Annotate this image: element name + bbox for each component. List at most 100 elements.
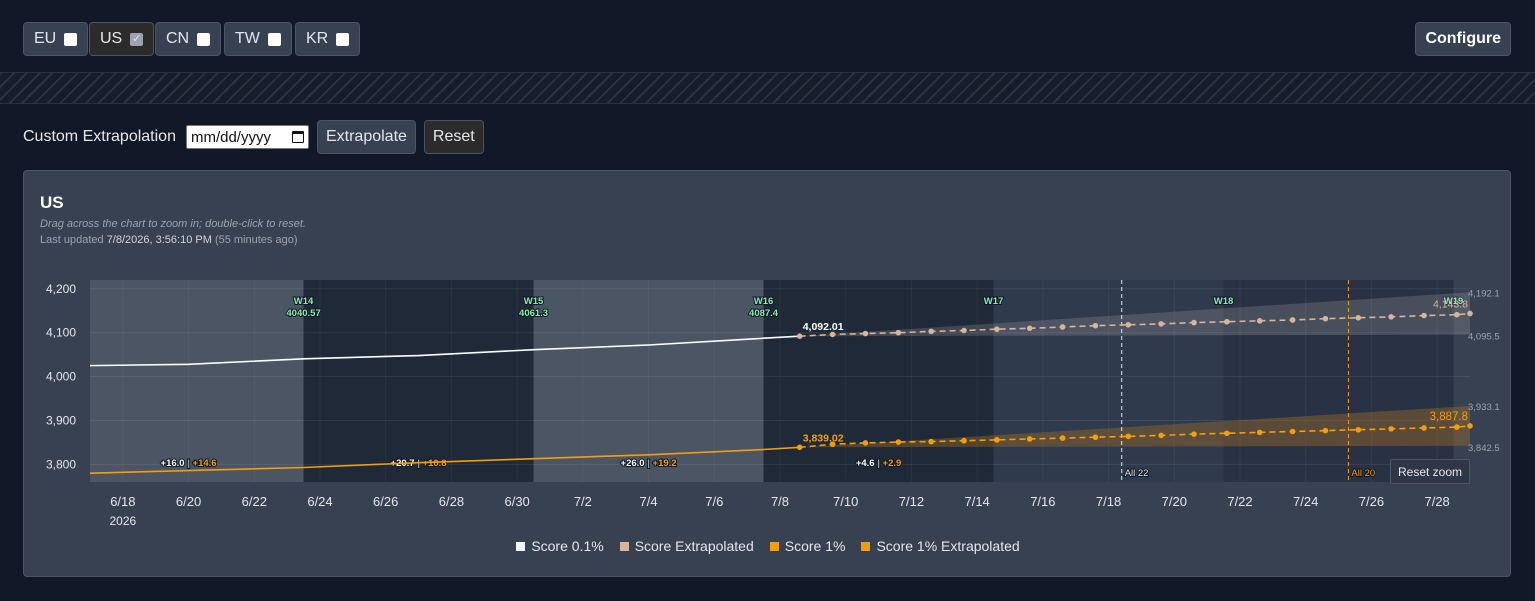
- series-point: [796, 444, 803, 451]
- week-change-label: +4.6 | +2.9: [856, 458, 901, 469]
- x-tick-label: 7/14: [964, 494, 989, 509]
- band-upper-label: 3,933.1: [1468, 402, 1500, 413]
- region-label: TW: [235, 30, 260, 47]
- region-toggle-cn[interactable]: CN: [155, 22, 222, 56]
- series-point: [928, 438, 934, 445]
- region-checkbox[interactable]: ✓: [130, 32, 144, 46]
- region-toggle-kr[interactable]: KR: [295, 22, 361, 56]
- series-point: [1388, 314, 1394, 320]
- x-tick-label: 7/10: [833, 494, 858, 509]
- series-point: [862, 330, 869, 337]
- x-tick-label: 7/2: [574, 494, 592, 509]
- series-point: [1125, 433, 1132, 440]
- region-checkbox[interactable]: [197, 32, 211, 46]
- week-band: [303, 280, 534, 482]
- region-checkbox[interactable]: [336, 32, 350, 46]
- series-point: [1026, 325, 1033, 332]
- x-tick-label: 7/4: [640, 494, 658, 509]
- series-end-label: 4,143.8: [1433, 298, 1468, 310]
- legend-swatch: [861, 541, 871, 551]
- series-point: [994, 326, 1000, 332]
- forecast-band: [799, 405, 1470, 448]
- x-tick-label: 6/30: [504, 494, 529, 509]
- y-tick-label: 4,100: [46, 326, 76, 340]
- region-toggle-tw[interactable]: TW: [224, 22, 292, 56]
- calendar-icon[interactable]: [291, 131, 304, 143]
- reset-zoom-button[interactable]: Reset zoom: [1390, 459, 1470, 484]
- x-tick-label: 6/20: [176, 494, 201, 509]
- configure-button[interactable]: Configure: [1415, 22, 1511, 56]
- legend-swatch: [516, 541, 526, 551]
- x-tick-label: 7/28: [1424, 494, 1449, 509]
- week-label: W19: [1444, 296, 1464, 307]
- updated-prefix: Last updated: [40, 234, 104, 246]
- series-line: [799, 425, 1471, 449]
- x-tick-label: 6/24: [307, 494, 332, 509]
- legend-label: Score 1% Extrapolated: [876, 538, 1020, 554]
- series-end-label: 4,092.01: [803, 321, 844, 333]
- series-point: [829, 331, 836, 338]
- reset-button[interactable]: Reset: [423, 120, 484, 154]
- legend-item-score-1-extrapolated[interactable]: Score 1% Extrapolated: [861, 538, 1020, 554]
- region-label: CN: [166, 30, 190, 47]
- series-point: [1224, 430, 1230, 437]
- week-band: [533, 280, 764, 482]
- event-marker-label: All 22: [1125, 468, 1149, 479]
- x-year-label: 2026: [110, 514, 137, 528]
- series-point: [1092, 322, 1099, 329]
- region-checkbox[interactable]: [267, 32, 281, 46]
- score-chart[interactable]: 3,800 3,900 4,000 4,100 4,200 6/18 6/20 6/22 6/2…: [24, 171, 1512, 578]
- series-point: [1355, 314, 1362, 321]
- region-toggle-eu[interactable]: EU: [23, 22, 89, 56]
- chart-panel: US Drag across the chart to zoom in; dou…: [23, 170, 1511, 577]
- series-point: [961, 327, 967, 334]
- legend-label: Score 1%: [784, 538, 846, 554]
- week-band: [1223, 280, 1454, 482]
- extrapolation-controls: Custom Extrapolation mm/dd/yyyy Extrapol…: [23, 120, 484, 154]
- week-value-label: 4087.4: [749, 308, 779, 319]
- series-point: [1454, 311, 1460, 318]
- x-tick-label: 6/26: [373, 494, 398, 509]
- region-checkbox[interactable]: [64, 32, 78, 46]
- panel-title: US: [40, 193, 64, 212]
- series-point: [1256, 429, 1263, 436]
- x-tick-label: 7/18: [1096, 494, 1121, 509]
- forecast-band: [799, 292, 1470, 337]
- striped-divider: [0, 72, 1535, 104]
- week-label: W14: [294, 296, 314, 307]
- y-tick-label: 4,200: [46, 282, 76, 296]
- series-point: [1322, 427, 1329, 434]
- series-point: [796, 333, 803, 340]
- extrapolation-date-input[interactable]: mm/dd/yyyy: [185, 125, 309, 149]
- event-marker-label: All 20: [1351, 468, 1375, 479]
- week-band: [763, 280, 994, 482]
- series-point: [1059, 324, 1066, 330]
- week-value-label: 4061.3: [519, 308, 548, 319]
- x-tick-label: 7/12: [899, 494, 924, 509]
- legend-item-score-1[interactable]: Score 1%: [769, 538, 846, 554]
- series-end-label: 3,839.02: [803, 432, 844, 444]
- region-toggle-us[interactable]: US ✓: [89, 22, 155, 56]
- region-label: KR: [306, 30, 329, 47]
- series-point: [1191, 319, 1197, 326]
- band-upper-label: 4,192.1: [1468, 288, 1500, 299]
- extrapolate-button[interactable]: Extrapolate: [316, 120, 416, 154]
- series-point: [1421, 312, 1427, 319]
- week-change-label: +26.0 | +19.2: [621, 458, 677, 469]
- date-placeholder: mm/dd/yyyy: [190, 128, 271, 146]
- x-tick-label: 7/6: [705, 494, 723, 509]
- series-point: [1224, 318, 1230, 325]
- legend-item-score-extrapolated[interactable]: Score Extrapolated: [619, 538, 754, 554]
- series-point: [1191, 431, 1197, 437]
- series-point: [1158, 321, 1164, 327]
- y-tick-label: 4,000: [46, 370, 76, 384]
- legend-item-score-01[interactable]: Score 0.1%: [516, 538, 604, 554]
- series-point: [961, 437, 967, 444]
- x-tick-label: 7/26: [1359, 494, 1384, 509]
- series-point: [1256, 318, 1263, 324]
- week-change-label: +16.0 | +14.6: [161, 458, 217, 469]
- legend-label: Score 0.1%: [531, 538, 604, 554]
- series-point: [994, 437, 1000, 443]
- updated-ago: (55 minutes ago): [214, 234, 298, 246]
- series-point: [1421, 425, 1427, 431]
